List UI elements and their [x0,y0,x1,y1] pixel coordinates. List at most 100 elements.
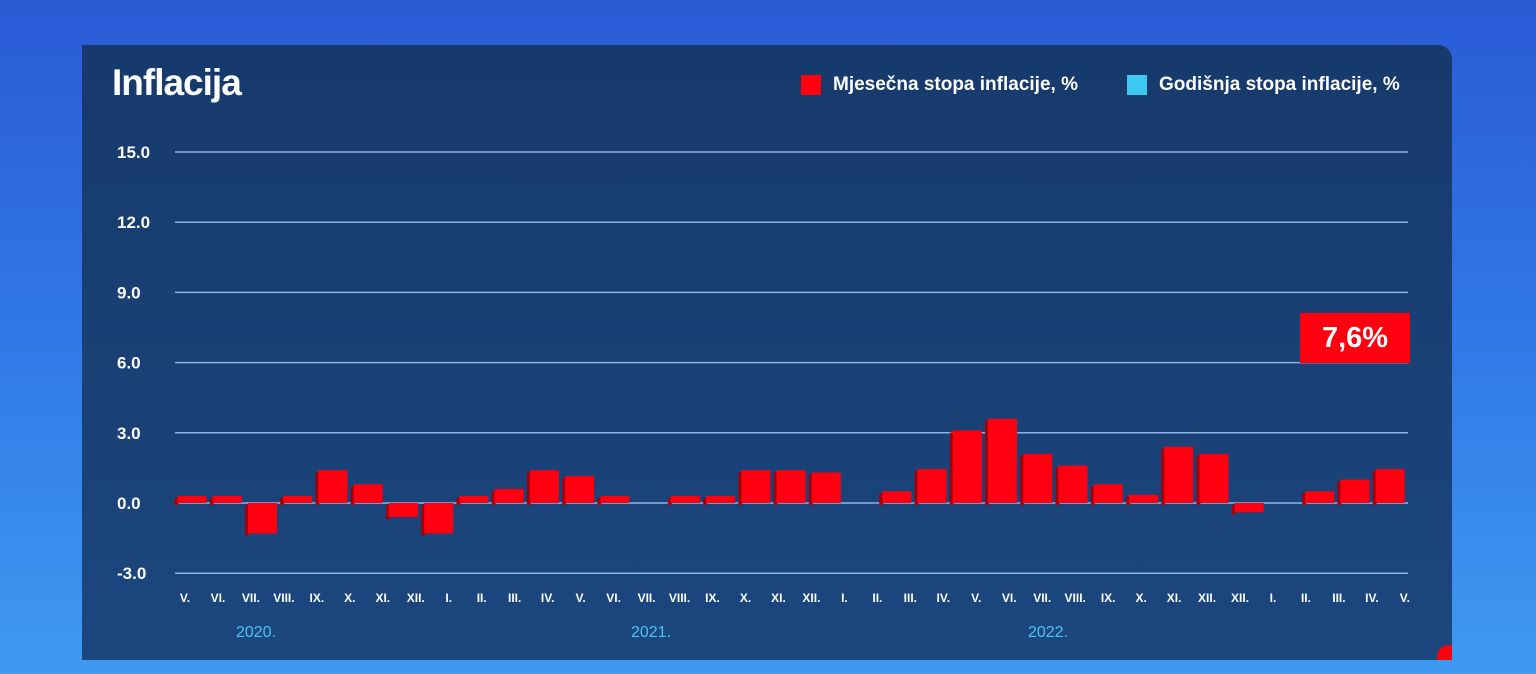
bar-side [773,472,778,505]
bar-side [914,471,919,505]
bar [811,472,841,503]
x-tick-label: IV. [1365,591,1379,605]
bar-side [1196,455,1201,505]
bar [212,495,242,503]
bar [318,470,348,503]
bar [1375,469,1405,503]
y-tick-label: 15.0 [117,143,150,162]
y-tick-label: 3.0 [117,424,141,443]
x-tick-label: XII. [802,591,820,605]
x-tick-label: XII. [407,591,425,605]
x-tick-label: XII. [1198,591,1216,605]
year-label: 2021. [631,624,671,641]
bar-side [1231,505,1236,515]
x-tick-label: VIII. [273,591,294,605]
x-tick-label: II. [477,591,487,605]
bar-side [1090,486,1095,505]
chart-panel [82,45,1452,660]
x-tick-label: I. [1270,591,1277,605]
bar [1234,503,1264,513]
bar [600,495,630,503]
bar-side [491,490,496,505]
bar-side [949,432,954,505]
legend-swatch-cyan [1127,75,1147,95]
bar [882,491,912,503]
bar [1023,453,1053,503]
x-tick-label: I. [445,591,452,605]
bar-side [526,472,531,505]
x-tick-label: V. [1400,591,1410,605]
annual-inflation-badge: 7,6% [1300,313,1410,363]
x-tick-label: X. [344,591,355,605]
bar-side [808,474,813,505]
x-tick-label: III. [904,591,917,605]
y-tick-label: 0.0 [117,494,141,513]
x-tick-label: XI. [1167,591,1182,605]
legend-monthly: Mjesečna stopa inflacije, % [801,74,1078,96]
bar [1058,465,1088,503]
year-label: 2022. [1028,624,1068,641]
bar-side [1372,471,1377,505]
bar [494,488,524,503]
x-tick-label: IX. [705,591,720,605]
bar [1199,453,1229,503]
bar-side [1161,448,1166,505]
bar-side [738,472,743,505]
year-label: 2020. [236,624,276,641]
bar [283,495,313,503]
x-tick-label: V. [576,591,586,605]
x-tick-label: VII. [638,591,656,605]
bar [706,495,736,503]
bar [1340,479,1370,503]
bar [952,430,982,503]
bar-side [562,478,567,505]
bar-side [1020,455,1025,505]
bar-side [985,420,990,505]
legend-label: Godišnja stopa inflacije, % [1159,74,1400,95]
x-tick-label: V. [180,591,190,605]
bar-side [597,497,602,505]
x-tick-label: XI. [771,591,786,605]
bar [565,476,595,503]
bar [1305,491,1335,503]
bar-side [315,472,320,505]
x-tick-label: X. [1135,591,1146,605]
bar-side [421,505,426,536]
x-tick-label: VI. [606,591,621,605]
bar [424,503,454,534]
x-tick-label: III. [508,591,521,605]
x-tick-label: VI. [1002,591,1017,605]
bar [776,470,806,503]
bar-side [1337,481,1342,505]
x-tick-label: IX. [310,591,325,605]
x-tick-label: IX. [1101,591,1116,605]
bar-side [280,497,285,505]
x-tick-label: VIII. [669,591,690,605]
bar-side [703,497,708,505]
bar [741,470,771,503]
x-tick-label: V. [971,591,981,605]
bar-side [385,505,390,520]
y-tick-label: 12.0 [117,213,150,232]
legend-annual: Godišnja stopa inflacije, % [1127,74,1400,96]
legend-label: Mjesečna stopa inflacije, % [833,74,1078,95]
bar-side [667,497,672,505]
x-tick-label: XI. [375,591,390,605]
x-tick-label: III. [1332,591,1345,605]
y-tick-label: 6.0 [117,354,141,373]
bar [353,484,383,503]
x-tick-label: IV. [541,591,555,605]
bar [247,503,277,534]
bar-side [456,497,461,505]
bar [1164,446,1194,503]
x-tick-label: X. [740,591,751,605]
x-tick-label: II. [1301,591,1311,605]
y-tick-label: 9.0 [117,283,141,302]
x-tick-label: VIII. [1065,591,1086,605]
bar-side [244,505,249,536]
bar [529,470,559,503]
x-tick-label: II. [872,591,882,605]
bar-side [1302,493,1307,505]
bar-side [209,497,214,505]
